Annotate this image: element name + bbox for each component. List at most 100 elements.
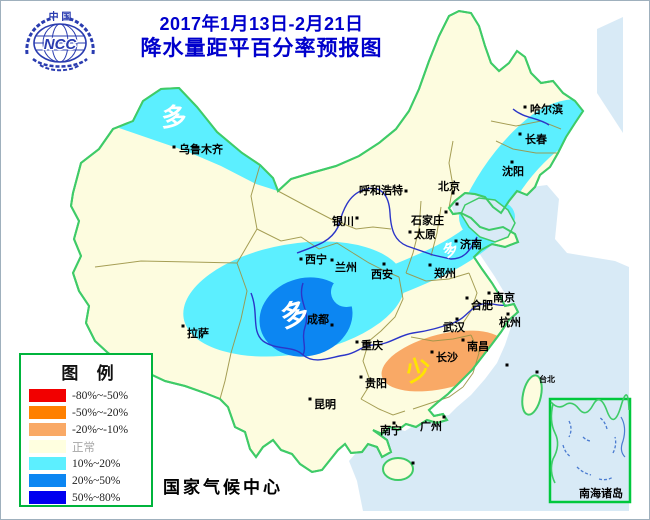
legend-label: 10%~20% [72, 457, 121, 470]
legend-swatch [29, 440, 66, 453]
city-marker: 银川 [332, 214, 359, 228]
city-dot [442, 415, 446, 419]
city-label: 郑州 [434, 266, 456, 280]
legend-swatch [29, 457, 66, 470]
logo-wreath-left [25, 16, 54, 55]
city-dot [465, 296, 469, 300]
city-marker: 南宁 [380, 421, 402, 437]
rivers [250, 108, 550, 361]
city-marker: 郑州 [428, 263, 456, 280]
city-label: 南昌 [467, 339, 489, 353]
inset-island-groups [562, 416, 617, 481]
city-marker: 昆明 [308, 397, 336, 411]
city-dot [404, 189, 408, 193]
city-label: 武汉 [443, 320, 466, 334]
logo-wreath-right [66, 16, 95, 55]
city-marker: 兰州 [330, 258, 357, 274]
hainan-island [382, 457, 414, 481]
legend-item: -50%~-20% [29, 404, 151, 421]
city-marker: 台北 [535, 370, 555, 384]
city-label: 长沙 [436, 350, 458, 364]
city-dot [451, 191, 455, 195]
city-label: 银川 [332, 214, 354, 228]
bohai-sea [460, 197, 516, 243]
taiwan-island [521, 374, 543, 416]
city-label: 南宁 [380, 423, 402, 437]
legend-swatch [29, 474, 66, 487]
legend-item: -20%~-10% [29, 421, 151, 438]
legend-swatch [29, 423, 66, 436]
city-label: 哈尔滨 [530, 102, 563, 116]
city-marker: 武汉 [443, 317, 466, 334]
inset-vietnam-coast [550, 403, 559, 484]
city-marker: 广州 [420, 415, 446, 433]
city-label: 合肥 [471, 298, 493, 312]
city-dot [506, 312, 510, 316]
city-marker: 沈阳 [502, 160, 524, 178]
logo-country-label: 中 国 [49, 10, 72, 23]
city-label: 重庆 [361, 338, 383, 352]
city-marker: 长春 [518, 132, 548, 146]
legend-title: 图 例 [61, 364, 121, 383]
city-label: 长春 [525, 132, 548, 146]
city-dot [355, 216, 359, 220]
city-dot [181, 324, 185, 328]
city-marker: 石家庄 [410, 210, 448, 227]
city-marker: 杭州 [499, 312, 521, 329]
inset-label: 南海诸岛 [579, 486, 623, 500]
city-marker: 乌鲁木齐 [172, 142, 224, 156]
inset-luzon-coast [620, 416, 626, 458]
city-label: 杭州 [499, 315, 521, 329]
city-dot [535, 370, 539, 374]
city-marker: 贵阳 [359, 375, 387, 390]
city-dot [505, 363, 509, 367]
legend-label: -80%~-50% [72, 389, 129, 402]
city-marker: 长沙 [430, 350, 458, 364]
city-marker: 济南 [454, 237, 482, 251]
city-label: 济南 [460, 237, 482, 251]
city-label: 呼和浩特 [359, 183, 403, 197]
city-label: 南京 [493, 290, 515, 304]
city-dot [355, 340, 359, 344]
legend-label: 正常 [72, 441, 95, 454]
city-dot [172, 145, 176, 149]
south-china-sea-inset: 南海诸岛 [548, 394, 632, 504]
city-label: 昆明 [314, 398, 336, 411]
city-marker: 南京 [487, 290, 515, 304]
city-dot [411, 461, 415, 465]
city-label: 西安 [371, 267, 393, 281]
legend-box: 图 例 -80%~-50% -50%~-20% -20%~-10% 正常 10%~20%… [19, 353, 153, 507]
city-marker: 呼和浩特 [359, 183, 408, 197]
yellow-river [296, 187, 478, 260]
upper-yangtze [300, 282, 308, 356]
legend-swatch [29, 389, 66, 402]
city-dot [330, 258, 334, 262]
legend-item: 50%~80% [29, 489, 151, 506]
city-dot [392, 421, 396, 425]
ncc-logo: 中 国 NCC [25, 10, 95, 72]
city-label: 西宁 [305, 252, 327, 266]
city-dot [408, 230, 412, 234]
city-dot [330, 323, 334, 327]
map-title-block: 2017年1月13日-2月21日 降水量距平百分率预报图 [89, 13, 434, 62]
city-dot [487, 291, 491, 295]
city-label: 成都 [307, 312, 329, 326]
city-label: 贵阳 [365, 376, 387, 390]
legend-item: -80%~-50% [29, 387, 151, 404]
city-dot [510, 160, 514, 164]
city-dot [523, 105, 527, 109]
city-label: 石家庄 [410, 213, 444, 227]
legend-label: -20%~-10% [72, 423, 129, 436]
city-marker: 哈尔滨 [523, 102, 563, 116]
anomaly-region-north-xinjiang-wet [119, 88, 278, 191]
city-label: 太原 [413, 227, 436, 241]
city-marker: 西安 [371, 262, 393, 281]
city-dot [382, 262, 386, 266]
legend-label: 20%~50% [72, 474, 121, 487]
legend-swatch [29, 406, 66, 419]
legend-item: 正常 [29, 438, 151, 455]
city-dot [428, 263, 432, 267]
city-marker: 重庆 [355, 338, 383, 352]
city-marker: 合肥 [465, 296, 493, 312]
